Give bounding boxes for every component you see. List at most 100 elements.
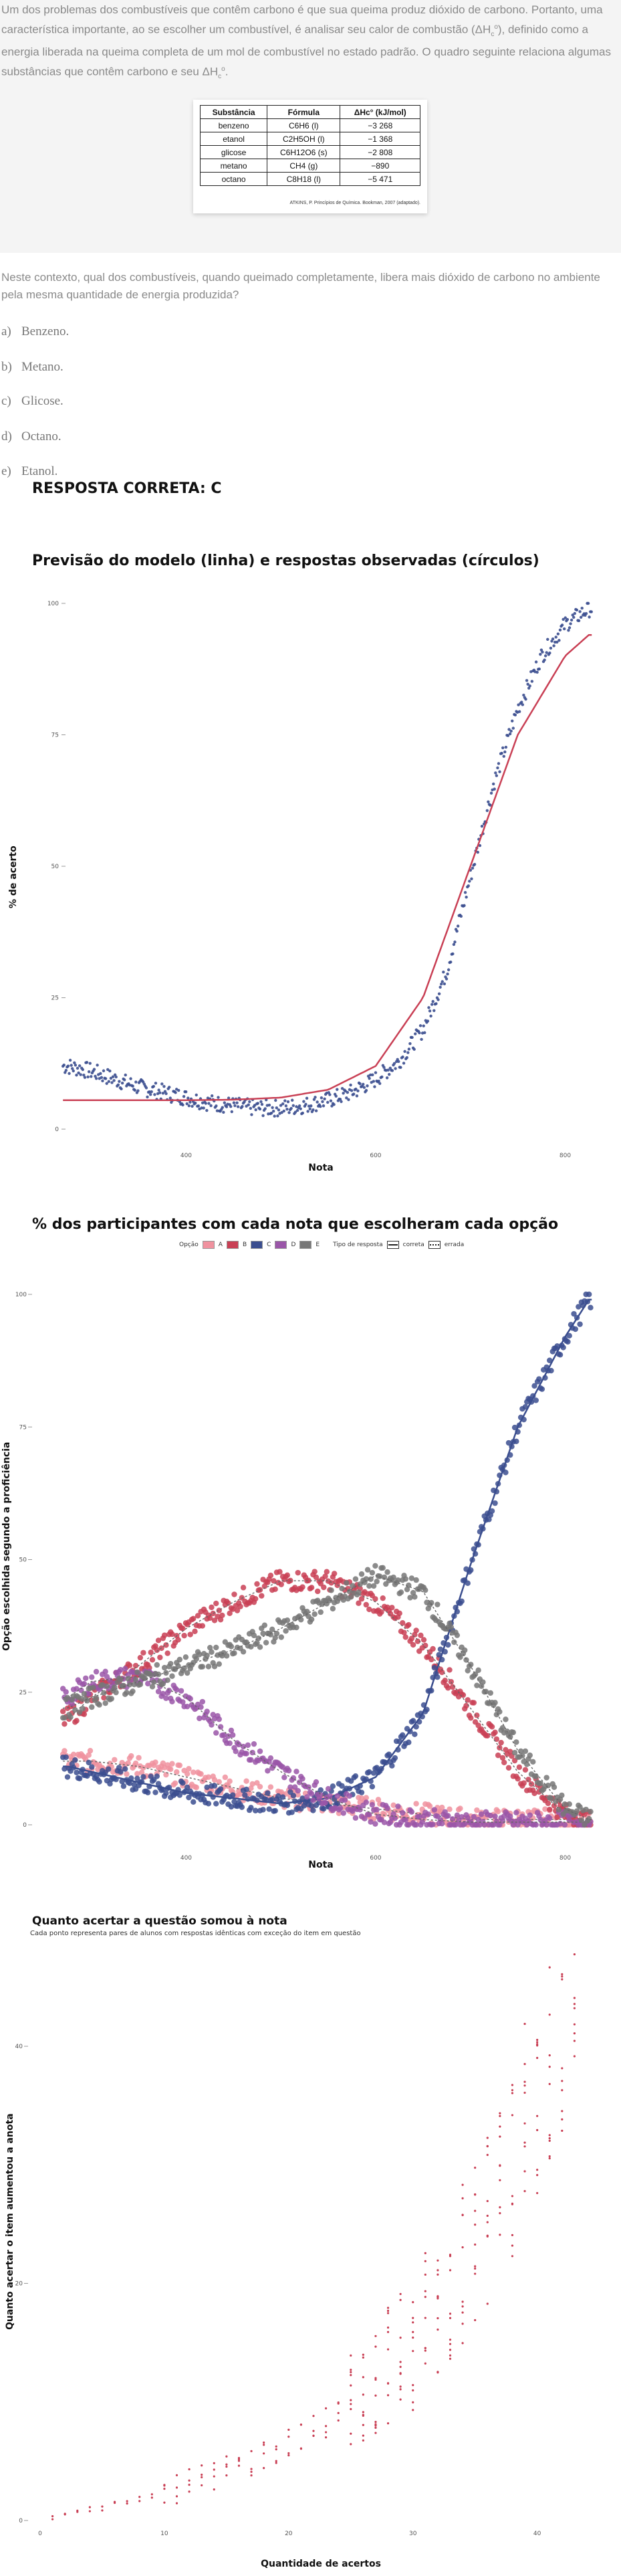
option-d[interactable]: d) Octano. — [1, 429, 61, 444]
option-d-point — [363, 1799, 369, 1805]
table-cell: −890 — [340, 159, 420, 173]
observed-point — [174, 1091, 177, 1094]
option-d-point — [342, 1797, 348, 1803]
option-e-point — [537, 1781, 543, 1787]
score-gain-point — [573, 1997, 576, 1999]
score-gain-point — [275, 2445, 277, 2448]
score-gain-point — [511, 2203, 514, 2205]
option-e-point — [81, 1691, 88, 1697]
option-c-point — [126, 1780, 133, 1787]
option-e-point — [278, 1634, 284, 1640]
observed-point — [427, 1006, 430, 1009]
score-gain-point — [573, 2003, 576, 2005]
observed-point — [134, 1080, 138, 1084]
observed-point — [305, 1096, 309, 1100]
option-c-point — [339, 1783, 345, 1789]
option-text: Benzeno. — [21, 324, 70, 338]
observed-point — [320, 1096, 324, 1100]
score-gain-point — [412, 2409, 414, 2411]
option-d-point — [217, 1724, 224, 1730]
score-gain-point — [523, 2141, 526, 2144]
option-b-point — [259, 1593, 265, 1599]
observed-point — [418, 1031, 421, 1035]
observed-point — [70, 1064, 73, 1067]
option-b-point — [463, 1702, 469, 1709]
observed-point — [346, 1090, 350, 1094]
y-tick-label: 100 — [15, 1292, 27, 1298]
option-b-point — [192, 1628, 198, 1635]
option-d-point — [442, 1809, 448, 1815]
observed-point — [564, 616, 567, 619]
score-gain-point — [461, 2342, 464, 2345]
option-c-point — [122, 1766, 128, 1772]
stem-text-part2: ), definido como a energia liberada na q… — [1, 23, 611, 78]
score-gain-point — [188, 2484, 191, 2486]
observed-point — [72, 1069, 75, 1073]
observed-point — [494, 771, 497, 775]
option-c-point — [284, 1802, 291, 1809]
option-e-point — [457, 1654, 463, 1660]
option-e-point — [344, 1580, 350, 1586]
observed-point — [68, 1072, 71, 1075]
option-b-point — [363, 1601, 369, 1608]
option-c-point — [310, 1807, 316, 1813]
observed-point — [279, 1104, 283, 1107]
y-tick-label: 0 — [23, 1822, 27, 1829]
score-gain-point — [523, 2170, 526, 2173]
table-cell: C2H5OH (l) — [267, 132, 341, 146]
observed-point — [85, 1061, 89, 1064]
option-e[interactable]: e) Etanol. — [1, 464, 57, 479]
score-gain-point — [499, 2179, 501, 2181]
observed-point — [456, 924, 460, 928]
observed-point — [101, 1079, 104, 1083]
score-gain-point — [424, 2316, 426, 2319]
score-gain-point — [250, 2470, 253, 2473]
score-gain-point — [536, 2056, 539, 2060]
option-e-point — [492, 1700, 498, 1706]
observed-point — [267, 1103, 271, 1107]
score-gain-point — [461, 2322, 464, 2325]
score-gain-point — [386, 2312, 390, 2314]
y-tick-label: 75 — [51, 732, 59, 739]
option-e-point — [260, 1630, 266, 1637]
observed-point — [133, 1088, 136, 1092]
option-b-point — [318, 1581, 324, 1587]
observed-point — [345, 1096, 348, 1100]
score-gain-point — [287, 2436, 290, 2438]
option-d-point — [216, 1716, 222, 1722]
option-b[interactable]: b) Metano. — [1, 360, 64, 375]
option-b-point — [161, 1632, 168, 1638]
observed-point — [77, 1071, 80, 1075]
option-a[interactable]: a) Benzeno. — [1, 324, 69, 339]
option-b-point — [545, 1800, 551, 1807]
score-gain-point — [573, 2023, 576, 2025]
observed-point — [468, 880, 471, 883]
delta-h-superscript-2: o — [221, 66, 225, 74]
option-b-point — [358, 1596, 365, 1602]
score-gain-point — [474, 2193, 477, 2196]
option-e-point — [149, 1684, 156, 1690]
option-c-point — [389, 1763, 395, 1769]
option-letter: b) — [1, 360, 12, 374]
option-c-point — [536, 1376, 542, 1382]
option-e-point — [182, 1654, 189, 1660]
score-gain-point — [449, 2354, 452, 2357]
score-gain-point — [350, 2403, 352, 2405]
option-c-point — [445, 1642, 451, 1648]
score-gain-point — [386, 2348, 390, 2351]
option-e-point — [284, 1617, 291, 1623]
table-row: octano C8H18 (l) −5 471 — [199, 172, 420, 186]
option-c-point — [513, 1438, 519, 1444]
option-e-point — [346, 1588, 353, 1595]
score-gain-point — [536, 2191, 539, 2195]
option-text: Glicose. — [21, 394, 64, 408]
option-b-point — [515, 1775, 521, 1782]
observed-point — [446, 972, 449, 976]
score-gain-point — [536, 2114, 539, 2117]
option-d-point — [402, 1817, 408, 1823]
option-b-point — [240, 1585, 247, 1591]
observed-point — [508, 732, 512, 736]
option-b-point — [237, 1603, 243, 1609]
option-c[interactable]: c) Glicose. — [1, 394, 64, 409]
option-c-point — [503, 1470, 509, 1476]
